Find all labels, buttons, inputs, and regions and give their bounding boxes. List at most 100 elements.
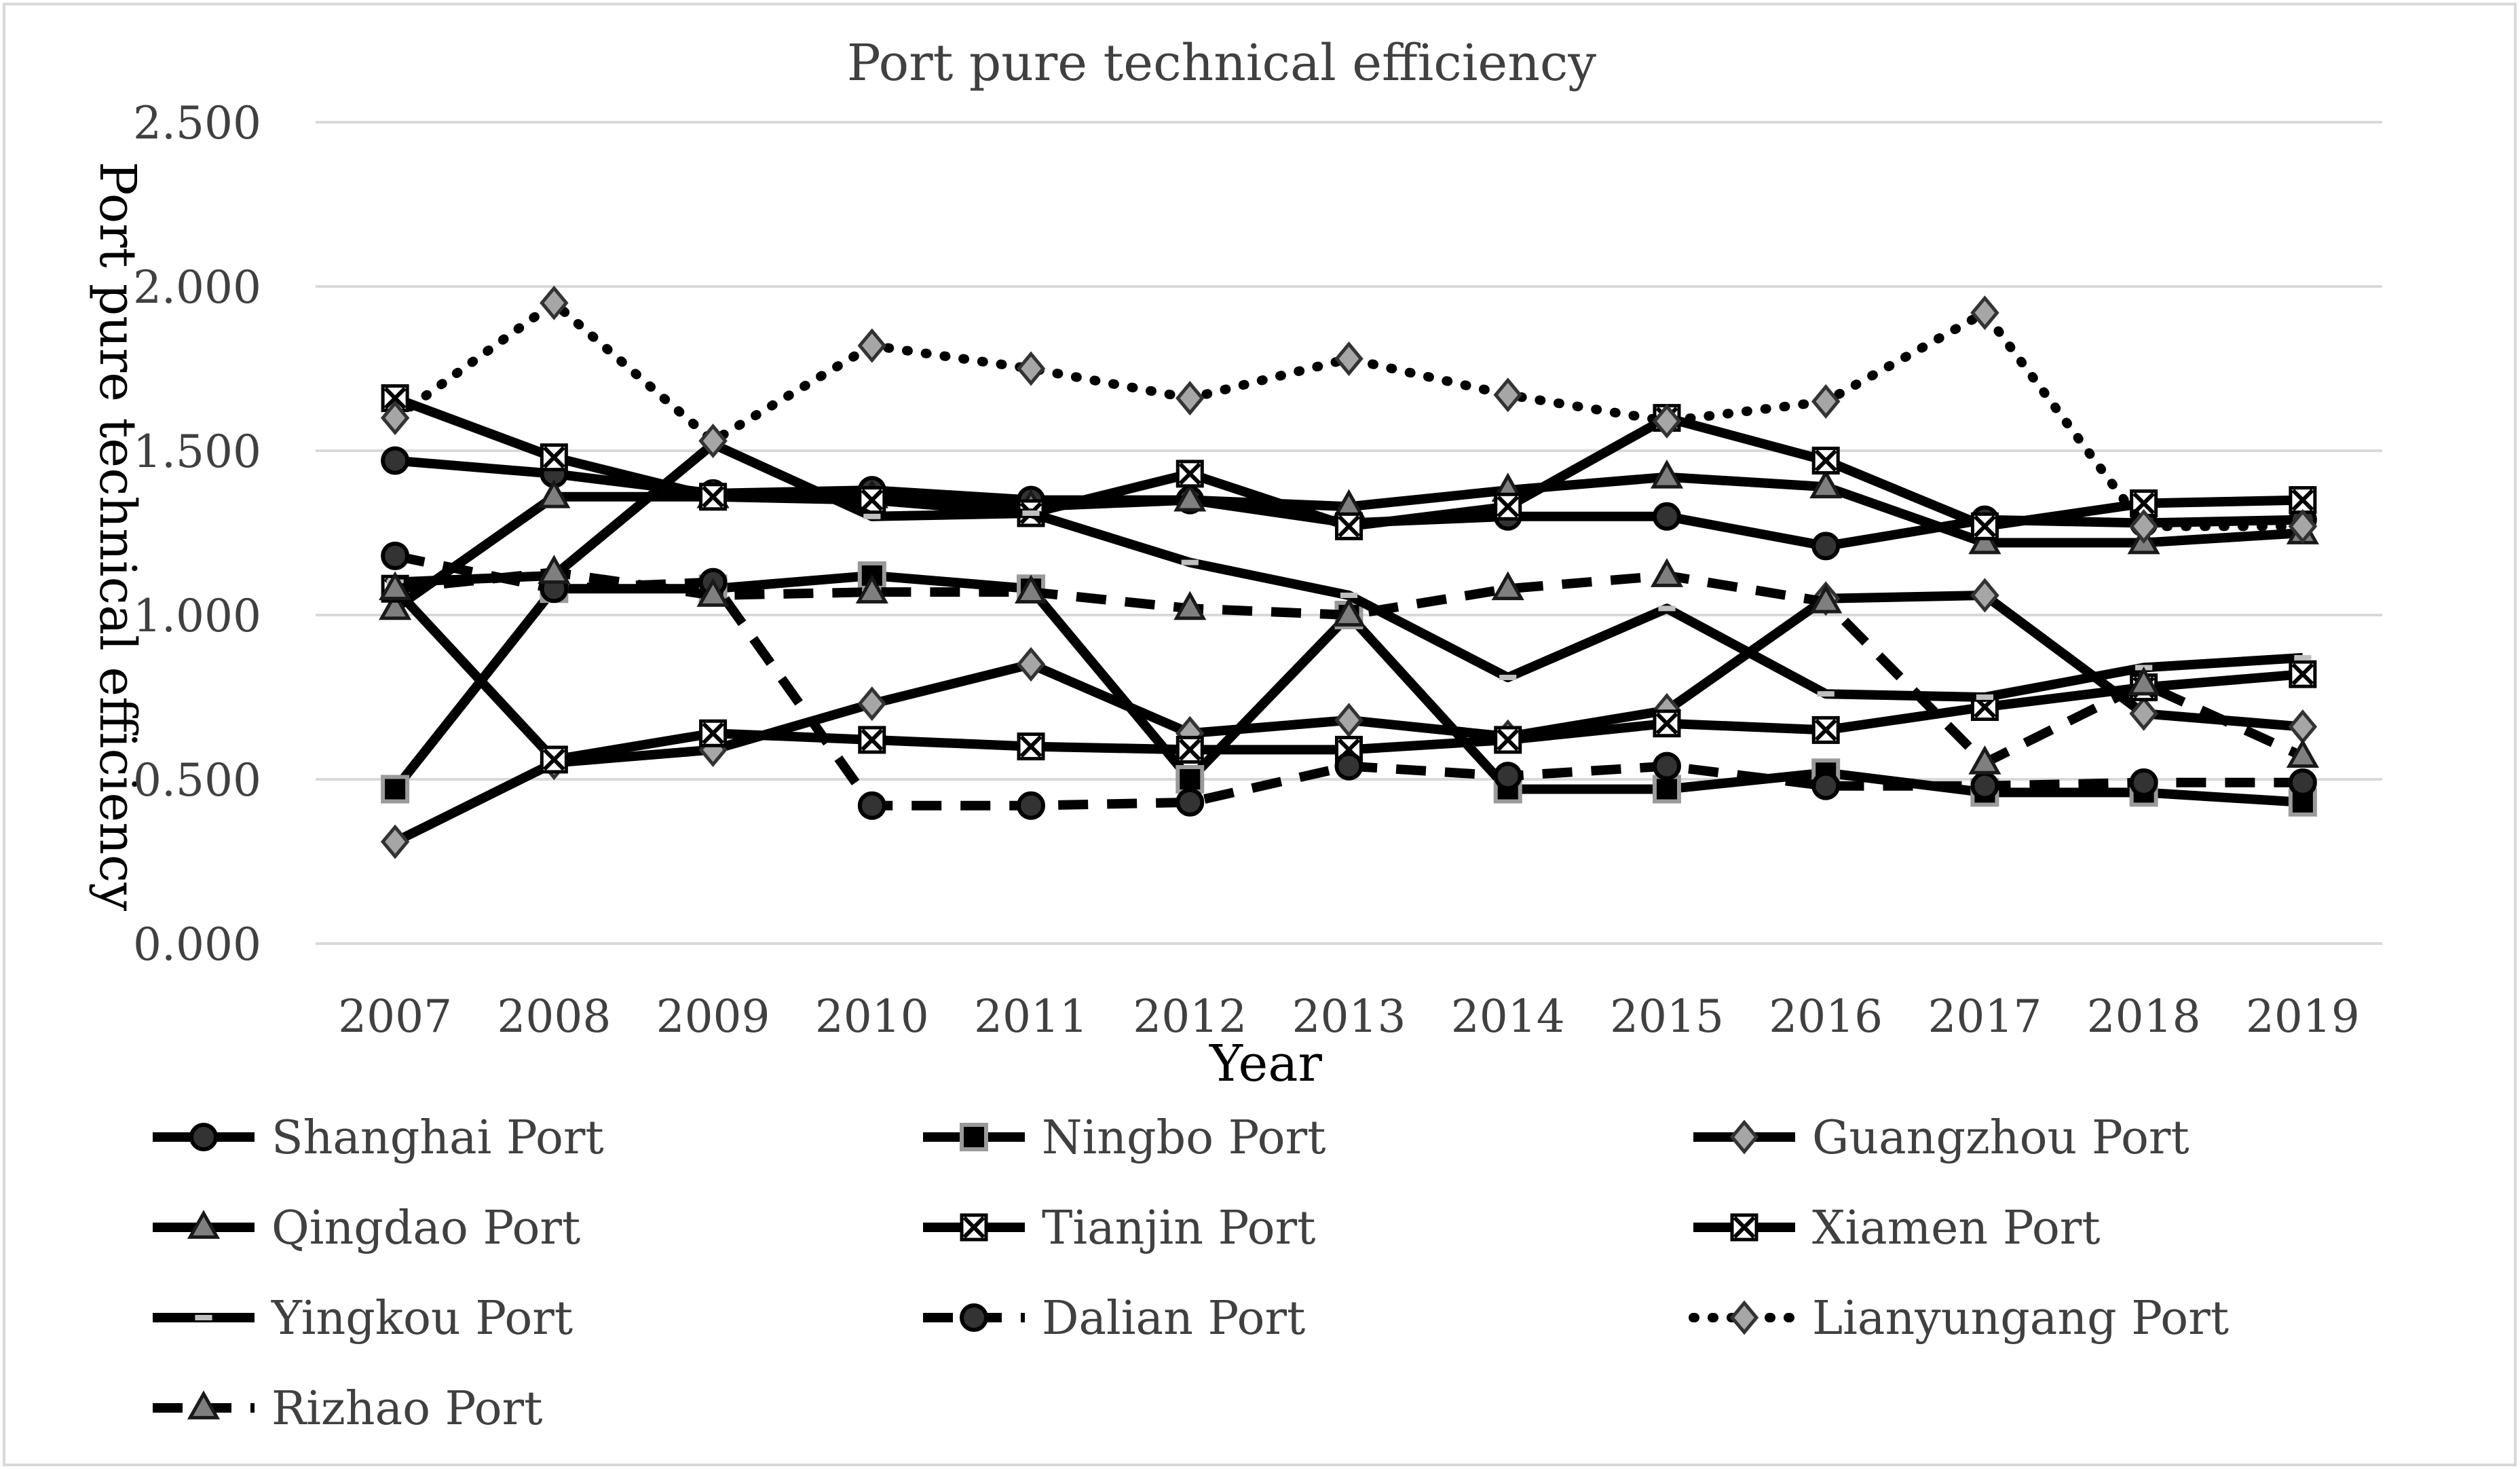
legend-item-tianjin-port: Tianjin Port: [923, 1202, 1315, 1255]
data-point: [2294, 654, 2312, 661]
legend-marker: [960, 1213, 988, 1242]
x-tick-label: 2013: [1292, 990, 1406, 1043]
data-point: [1970, 295, 1999, 331]
y-tick-label: 1.500: [133, 426, 261, 478]
y-tick-label: 0.000: [133, 918, 261, 971]
data-point: [1650, 459, 1684, 489]
y-ticks: 0.000 0.500 1.000 1.500 2.000 2.500: [133, 97, 261, 971]
data-point: [1968, 525, 2001, 555]
x-tick-label: 2007: [338, 990, 452, 1043]
data-point: [1493, 377, 1522, 413]
data-point: [696, 578, 730, 607]
data-point: [1017, 791, 1046, 820]
x-tick-label: 2008: [497, 990, 611, 1043]
chart-title: Port pure technical efficiency: [847, 34, 1596, 92]
legend-label: Ningbo Port: [1042, 1111, 1325, 1165]
data-point: [857, 791, 886, 820]
y-tick-label: 1.000: [133, 590, 261, 642]
data-point: [540, 285, 569, 320]
data-point: [1332, 597, 1366, 627]
data-point: [380, 401, 410, 436]
x-tick-label: 2018: [2087, 990, 2201, 1043]
data-point: [2129, 696, 2158, 731]
data-point: [1809, 584, 1843, 614]
data-point: [1181, 559, 1199, 565]
data-point: [857, 686, 887, 722]
data-point: [540, 745, 568, 774]
data-point: [2289, 660, 2317, 688]
data-point: [1014, 574, 1048, 604]
data-point: [1968, 745, 2001, 775]
data-point: [1811, 447, 1840, 475]
legend-marker: [1730, 1213, 1759, 1242]
data-point: [1016, 647, 1046, 682]
data-point: [2289, 486, 2317, 515]
x-tick-label: 2016: [1769, 990, 1883, 1043]
x-tick-label: 2012: [1133, 990, 1247, 1043]
data-point: [1494, 492, 1522, 521]
data-point: [1653, 709, 1681, 738]
data-point: [1494, 726, 1522, 754]
data-point: [1173, 482, 1207, 512]
data-point: [381, 446, 410, 475]
data-point: [1022, 510, 1040, 516]
data-point: [538, 555, 571, 584]
legend-item-yingkou-port: Yingkou Port: [153, 1292, 573, 1345]
data-point: [379, 591, 412, 620]
legend-item-rizhao-port: Rizhao Port: [153, 1382, 542, 1436]
data-point: [1658, 606, 1676, 612]
data-point: [855, 574, 888, 604]
data-point: [857, 328, 887, 363]
data-point: [1334, 751, 1364, 781]
y-tick-label: 2.000: [133, 261, 261, 314]
y-tick-label: 2.500: [133, 97, 261, 149]
data-point: [1176, 460, 1204, 488]
legend-label: Rizhao Port: [271, 1382, 542, 1436]
data-point: [1016, 351, 1046, 386]
series-tianjin-port: [381, 574, 2317, 774]
data-point: [1176, 381, 1205, 416]
legend-marker: [187, 1390, 221, 1419]
data-point: [1017, 732, 1045, 761]
data-point: [2127, 666, 2160, 696]
data-point: [1817, 691, 1835, 697]
data-point: [858, 726, 886, 754]
data-point: [1811, 384, 1841, 419]
data-point: [1970, 771, 1999, 800]
data-point: [1811, 532, 1841, 561]
data-point: [1652, 403, 1682, 439]
y-axis-label: Port pure technical efficiency: [88, 162, 147, 911]
legend-item-xiamen-port: Xiamen Port: [1693, 1202, 2101, 1255]
data-point: [1491, 571, 1524, 601]
data-point: [1970, 578, 1999, 613]
data-point: [1176, 765, 1205, 794]
data-point: [2288, 508, 2318, 544]
series-lianyungang-port: [380, 285, 2318, 544]
series-rizhao-port: [379, 555, 2319, 775]
data-point: [2129, 768, 2158, 797]
legend-item-dalian-port: Dalian Port: [923, 1292, 1305, 1345]
legend-label: Yingkou Port: [271, 1292, 573, 1345]
data-point: [1809, 469, 1843, 499]
data-point: [2288, 768, 2317, 797]
data-point: [699, 483, 728, 511]
data-point: [381, 775, 410, 804]
data-point: [1970, 512, 1999, 540]
legend-marker: [187, 1210, 221, 1239]
data-point: [1652, 751, 1681, 781]
x-tick-label: 2011: [974, 990, 1088, 1043]
data-point: [540, 443, 568, 472]
x-ticks: 2007 2008 2009 2010 2011 2012 2013 2014 2015 2016…: [338, 990, 2360, 1043]
data-point: [1652, 775, 1681, 804]
data-point: [1811, 715, 1840, 744]
data-point: [1976, 694, 1994, 700]
data-point: [379, 571, 412, 601]
data-point: [1335, 512, 1363, 540]
legend-item-guangzhou-port: Guangzhou Port: [1693, 1111, 2189, 1165]
data-point: [1334, 341, 1364, 376]
data-point: [380, 824, 410, 859]
data-point: [1176, 787, 1205, 817]
data-point: [1493, 762, 1522, 791]
legend-item-lianyungang-port: Lianyungang Port: [1689, 1292, 2229, 1345]
